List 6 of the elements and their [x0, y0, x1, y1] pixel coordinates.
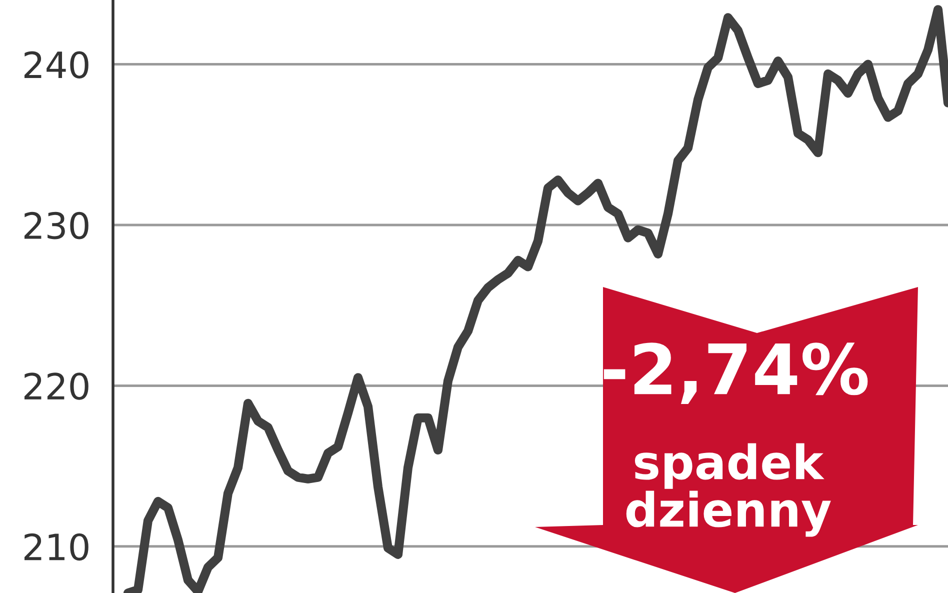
y-tick-label: 210	[24, 533, 88, 561]
annotation: -2,74%	[604, 342, 868, 404]
y-tick-label: 230	[24, 212, 88, 240]
annotation: spadek dzienny	[626, 443, 831, 537]
y-tick-label: 240	[24, 51, 88, 79]
y-tick-label: 220	[24, 372, 88, 400]
